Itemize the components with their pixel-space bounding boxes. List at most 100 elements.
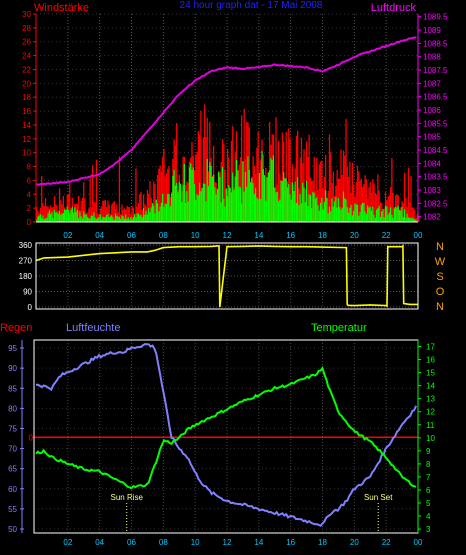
gust-bar — [122, 209, 124, 222]
speed-bar — [228, 185, 230, 222]
speed-bar — [317, 205, 319, 222]
panel3-temperature-tick-label: 8 — [426, 460, 431, 469]
gust-bar — [241, 115, 243, 222]
gust-bar — [345, 118, 347, 222]
speed-bar — [39, 214, 42, 222]
speed-bar — [360, 204, 362, 222]
speed-bar — [134, 214, 136, 222]
speed-bar — [232, 172, 234, 222]
panel3-humidity-tick-label: 65 — [8, 465, 17, 474]
gust-bar — [81, 197, 84, 222]
panel3-temperature-label: Temperatur — [311, 322, 367, 334]
speed-bar — [365, 213, 368, 222]
speed-bar — [279, 199, 281, 222]
speed-bar — [248, 169, 250, 222]
panel2-y-tick-label: 360 — [19, 241, 33, 250]
gust-bar — [36, 207, 38, 222]
speed-bar — [193, 184, 196, 222]
gust-bar — [120, 214, 122, 222]
speed-bar — [108, 217, 110, 222]
speed-bar — [298, 205, 300, 222]
gust-bar — [373, 183, 375, 222]
gust-bar — [103, 200, 105, 222]
speed-bar — [260, 199, 262, 222]
speed-bar — [316, 197, 318, 222]
speed-bar — [48, 210, 51, 222]
gust-bar — [202, 137, 205, 222]
speed-bar — [79, 211, 81, 222]
speed-bar — [350, 204, 352, 222]
panel1-right-tick-label: 1083 — [423, 186, 441, 195]
speed-bar — [83, 210, 85, 222]
speed-bar — [145, 210, 147, 222]
speed-bar — [274, 187, 276, 222]
gust-bar — [405, 197, 407, 222]
speed-bar — [76, 209, 79, 222]
speed-bar — [225, 188, 227, 222]
gust-bar — [391, 157, 393, 222]
gust-bar — [113, 200, 115, 222]
speed-bar — [255, 187, 257, 222]
speed-bar — [207, 186, 210, 222]
speed-bar — [235, 159, 238, 222]
speed-bar — [67, 209, 70, 222]
speed-bar — [333, 201, 336, 222]
speed-bar — [92, 215, 94, 222]
speed-bar — [400, 210, 402, 222]
panel3-temperature-tick-label: 14 — [426, 382, 435, 391]
panel1-right-tick-label: 1084 — [423, 159, 441, 168]
speed-bar — [239, 187, 242, 222]
gust-bar — [128, 206, 131, 222]
speed-bar — [407, 217, 410, 222]
speed-bar — [84, 214, 86, 222]
speed-bar — [215, 194, 217, 222]
speed-bar — [135, 217, 137, 222]
speed-bar — [202, 183, 205, 222]
gust-bar — [108, 204, 110, 222]
speed-bar — [363, 202, 365, 222]
speed-bar — [146, 214, 149, 222]
speed-bar — [69, 213, 71, 222]
gust-bar — [275, 117, 277, 222]
speed-bar — [170, 193, 173, 222]
gust-bar — [165, 173, 168, 222]
speed-bar — [114, 213, 117, 222]
speed-bar — [353, 210, 355, 222]
gust-bar — [342, 150, 345, 222]
speed-bar — [47, 213, 49, 222]
panel1-right-tick-label: 1086.5 — [423, 93, 448, 102]
panel1-right-label: Luftdruck — [371, 2, 417, 14]
panel1-x-tick-label: 06 — [127, 231, 136, 240]
gust-bar — [140, 191, 142, 222]
gust-bar — [256, 147, 258, 222]
speed-bar — [304, 202, 306, 222]
speed-bar — [388, 212, 390, 222]
speed-bar — [410, 218, 412, 222]
speed-bar — [247, 156, 249, 222]
gust-bar — [88, 208, 90, 222]
speed-bar — [51, 211, 53, 222]
speed-bar — [415, 219, 417, 222]
speed-bar — [401, 206, 403, 222]
gust-bar — [92, 165, 94, 222]
speed-bar — [107, 213, 109, 222]
gust-bar — [205, 137, 207, 222]
panel2-y-tick-label: 0 — [28, 303, 33, 312]
panel1-right-tick-label: 1085.5 — [423, 119, 448, 128]
speed-bar — [81, 218, 84, 222]
speed-bar — [80, 216, 82, 222]
gust-bar — [351, 162, 354, 222]
speed-bar — [155, 199, 157, 222]
speed-bar — [275, 192, 277, 222]
speed-bar — [342, 191, 345, 222]
gust-bar — [257, 131, 259, 222]
speed-bar — [214, 187, 216, 222]
panel3-temperature-tick-label: 6 — [426, 486, 431, 495]
speed-bar — [249, 182, 252, 222]
gust-bar — [409, 202, 411, 222]
gust-bar — [410, 175, 412, 222]
panel1-x-tick-label: 08 — [159, 231, 168, 240]
speed-bar — [265, 200, 267, 222]
speed-bar — [361, 202, 364, 222]
